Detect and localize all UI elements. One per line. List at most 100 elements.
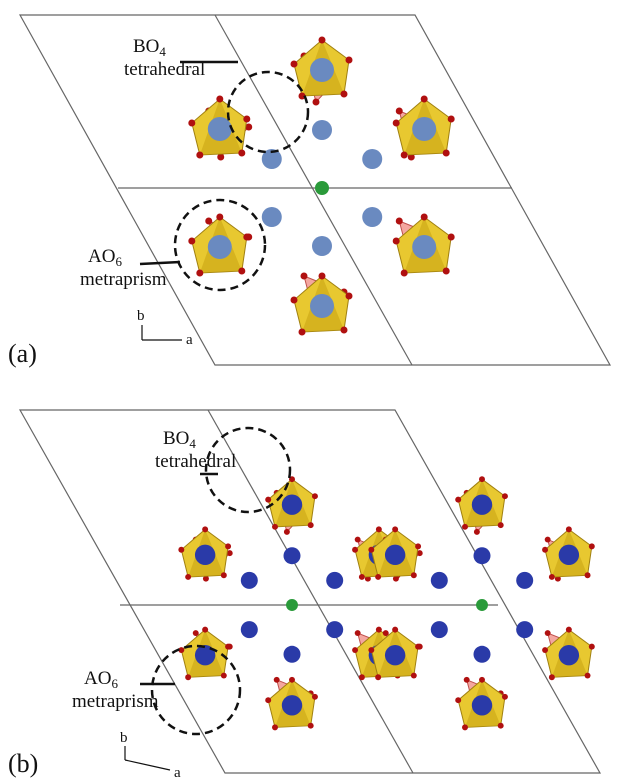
a-cation <box>412 235 436 259</box>
label-formula: AO6 <box>88 246 122 269</box>
oxygen <box>585 572 591 578</box>
oxygen <box>308 522 314 528</box>
oxygen <box>185 674 191 680</box>
a-cation <box>195 545 215 565</box>
oxygen <box>319 37 326 44</box>
axis-label: b <box>137 308 145 324</box>
cation <box>312 236 332 256</box>
oxygen <box>355 630 361 636</box>
oxygen <box>185 574 191 580</box>
oxygen <box>341 91 348 98</box>
axis-label: a <box>186 332 193 348</box>
a-cation <box>208 235 232 259</box>
oxygen <box>393 120 400 127</box>
oxygen <box>202 627 208 633</box>
axis-arrows <box>125 746 170 770</box>
oxygen <box>589 543 595 549</box>
oxygen <box>272 724 278 730</box>
cation <box>326 572 343 589</box>
oxygen <box>238 268 245 275</box>
oxygen <box>238 150 245 157</box>
a-cation <box>282 495 302 515</box>
cation <box>284 547 301 564</box>
oxygen <box>545 630 551 636</box>
oxygen <box>313 99 320 106</box>
oxygen <box>225 543 231 549</box>
oxygen <box>474 529 480 535</box>
oxygen <box>462 524 468 530</box>
oxygen <box>196 152 203 159</box>
oxygen <box>542 647 548 653</box>
oxygen <box>415 543 421 549</box>
oxygen <box>502 493 508 499</box>
oxygen <box>299 329 306 336</box>
oxygen <box>393 238 400 245</box>
oxygen <box>243 234 250 241</box>
oxygen <box>188 238 195 245</box>
oxygen <box>411 673 417 679</box>
oxygen <box>545 537 551 543</box>
oxygen <box>455 497 461 503</box>
figure: BO4 tetrahedral AO6 metraprism (a) b a B… <box>0 0 623 781</box>
oxygen <box>359 674 365 680</box>
oxygen <box>355 537 361 543</box>
oxygen <box>455 697 461 703</box>
label-name: metraprism <box>80 269 167 290</box>
oxygen <box>221 572 227 578</box>
label-name: metraprism <box>72 691 159 712</box>
oxygen <box>216 96 223 103</box>
oxygen <box>202 526 208 532</box>
oxygen <box>375 674 381 680</box>
oxygen <box>216 214 223 221</box>
oxygen <box>291 61 298 68</box>
oxygen <box>289 677 295 683</box>
oxygen <box>589 644 595 650</box>
axis-label: b <box>120 730 128 746</box>
a-cation <box>385 645 405 665</box>
center-atom <box>476 599 488 611</box>
a-cation <box>310 294 334 318</box>
cation <box>431 621 448 638</box>
oxygen <box>498 723 504 729</box>
a-cation <box>559 545 579 565</box>
center-atom <box>286 599 298 611</box>
axis-arrows <box>142 325 182 340</box>
oxygen <box>265 697 271 703</box>
label-formula: BO4 <box>133 36 166 59</box>
cation <box>241 621 258 638</box>
oxygen <box>291 297 298 304</box>
oxygen <box>411 572 417 578</box>
cation <box>262 207 282 227</box>
oxygen <box>443 150 450 157</box>
oxygen <box>383 630 389 636</box>
oxygen <box>274 677 280 683</box>
oxygen <box>585 673 591 679</box>
center-atom <box>315 181 329 195</box>
oxygen <box>421 214 428 221</box>
oxygen <box>498 522 504 528</box>
oxygen <box>376 627 382 633</box>
a-cation <box>472 495 492 515</box>
cation <box>474 646 491 663</box>
oxygen <box>312 694 318 700</box>
cation <box>326 621 343 638</box>
oxygen <box>346 293 353 300</box>
oxygen <box>443 268 450 275</box>
oxygen <box>188 120 195 127</box>
oxygen <box>346 57 353 64</box>
oxygen <box>392 627 398 633</box>
a-cation <box>385 545 405 565</box>
oxygen <box>502 694 508 700</box>
oxygen <box>421 96 428 103</box>
oxygen <box>368 547 374 553</box>
oxygen <box>415 644 421 650</box>
axis-label: a <box>174 765 181 781</box>
cation <box>284 646 301 663</box>
oxygen <box>308 723 314 729</box>
oxygen <box>375 574 381 580</box>
oxygen <box>225 644 231 650</box>
oxygen <box>464 677 470 683</box>
oxygen <box>542 547 548 553</box>
cation <box>431 572 448 589</box>
panel-label: (b) <box>8 749 38 778</box>
